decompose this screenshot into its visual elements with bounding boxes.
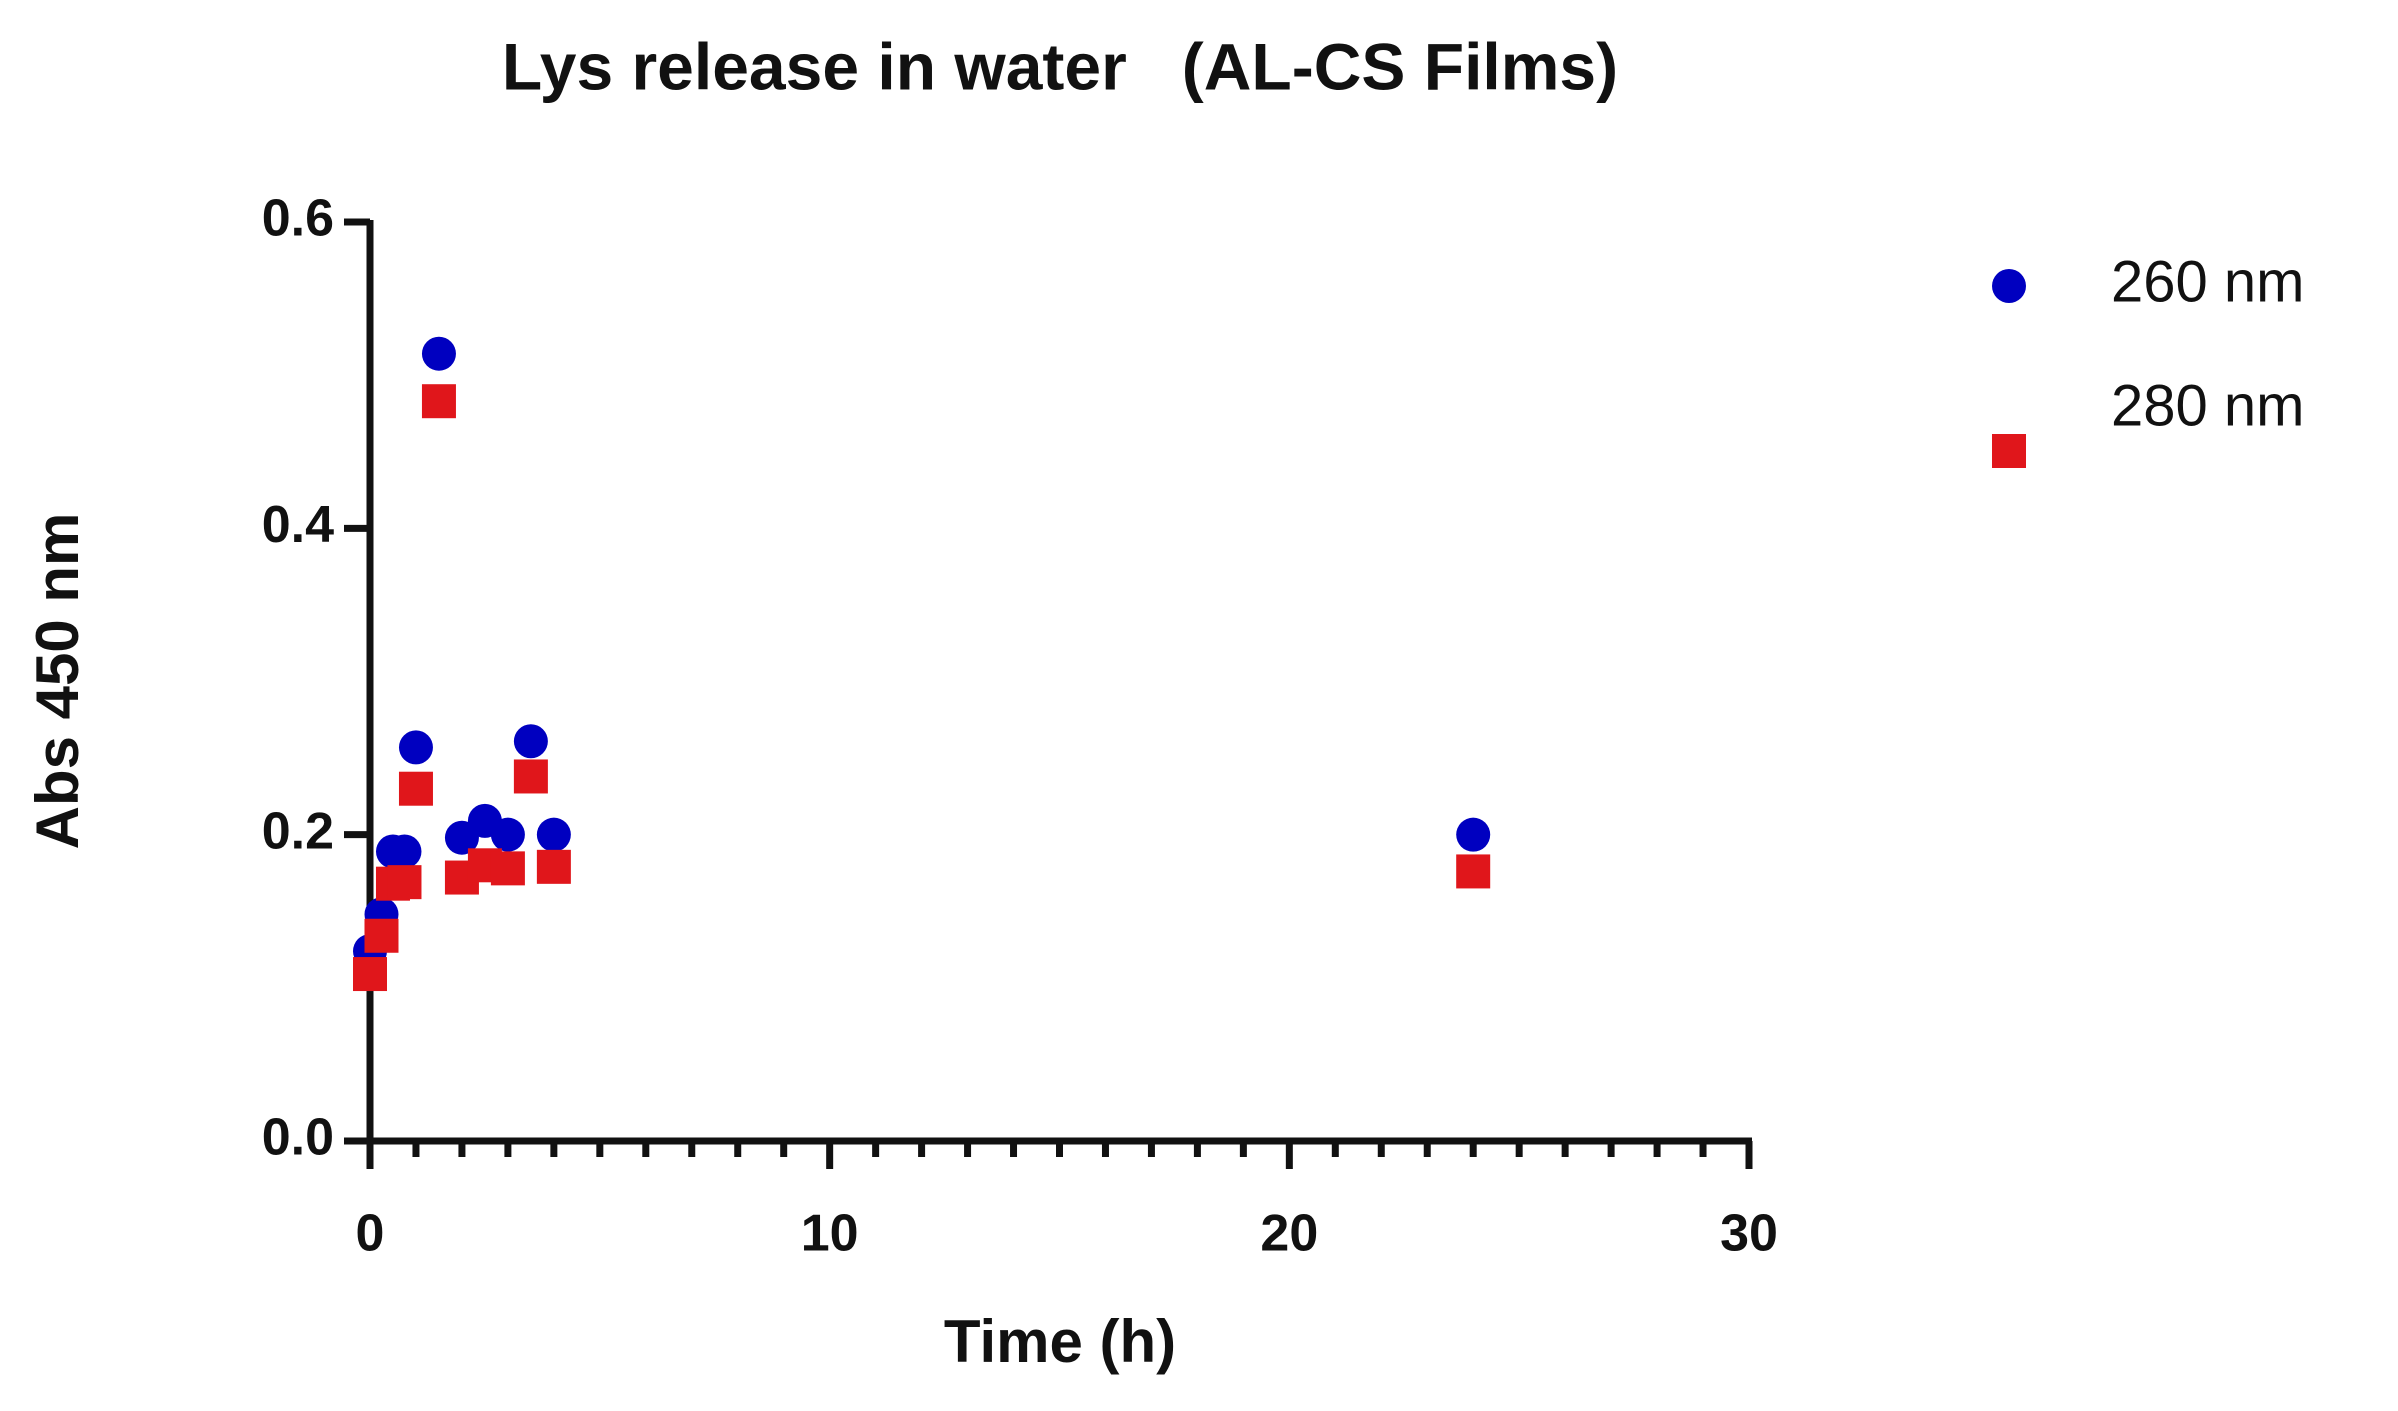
y-tick-label: 0.4 (262, 496, 334, 554)
x-tick-label: 10 (801, 1205, 859, 1263)
point (1456, 817, 1491, 852)
x-axis-label: Time (h) (944, 1308, 1176, 1375)
point (1456, 854, 1491, 889)
point (353, 957, 387, 992)
x-tick-label: 20 (1260, 1205, 1318, 1263)
y-tick-label: 0.0 (262, 1109, 334, 1167)
point (536, 817, 571, 852)
point (387, 834, 422, 869)
point (513, 724, 548, 759)
y-tick-label: 0.6 (262, 190, 334, 248)
point (490, 851, 525, 886)
x-tick-label: 30 (1720, 1205, 1778, 1263)
point (387, 865, 422, 900)
y-tick-label: 0.2 (262, 802, 334, 860)
legend-label: 260 nm (2111, 249, 2304, 314)
point (398, 771, 433, 806)
legend-label: 280 nm (2111, 373, 2304, 438)
x-tick-label: 0 (356, 1205, 385, 1263)
point (364, 918, 399, 953)
point (490, 817, 525, 852)
point (421, 336, 456, 371)
legend-marker (1992, 434, 2026, 468)
point (513, 759, 548, 794)
point (421, 384, 456, 419)
chart-title: Lys release in water (AL-CS Films) (502, 29, 1618, 103)
legend-marker (1992, 269, 2026, 303)
y-axis-label: Abs 450 nm (24, 513, 91, 850)
point (398, 730, 433, 765)
point (536, 849, 571, 884)
